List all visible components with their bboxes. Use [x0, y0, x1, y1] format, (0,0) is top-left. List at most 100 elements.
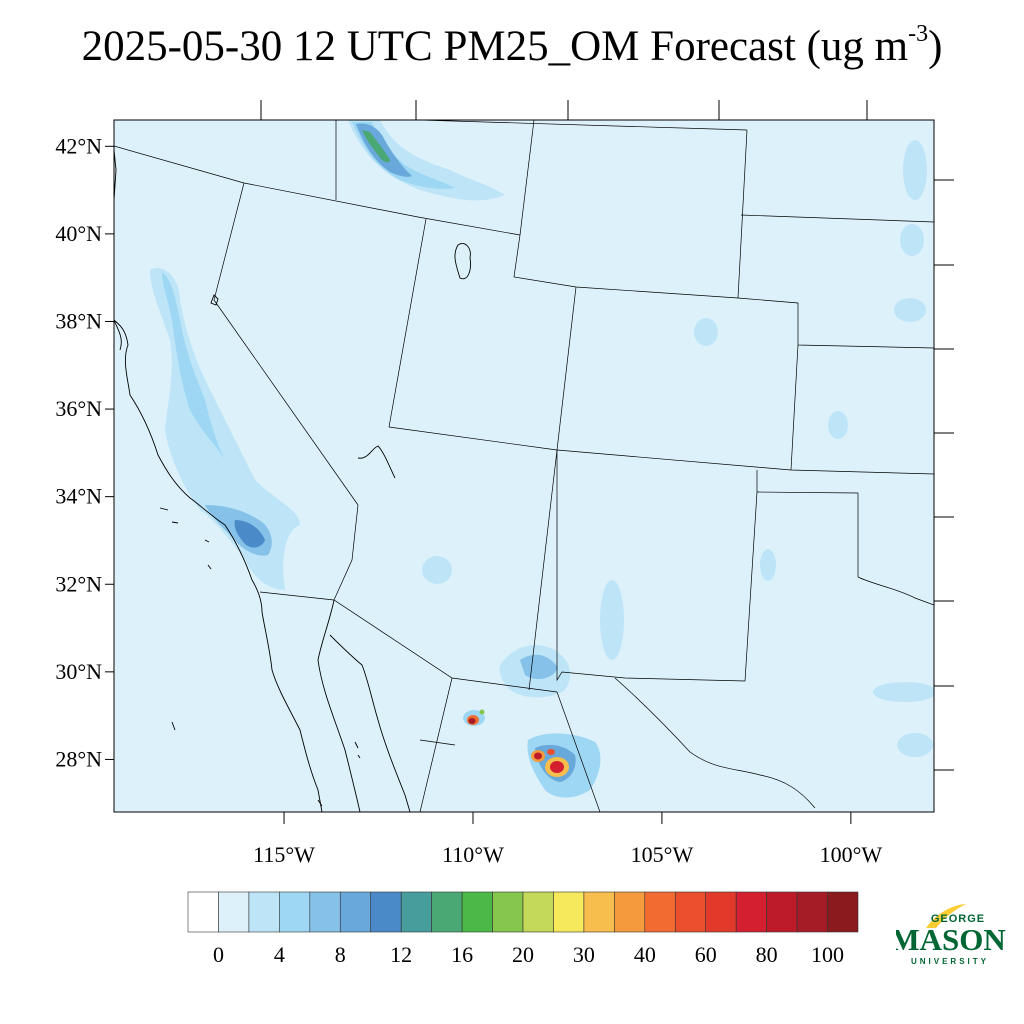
az-ca [333, 504, 359, 601]
patch-colorado [694, 318, 718, 346]
patch-texas [760, 549, 776, 581]
patch-gulf2 [897, 733, 933, 757]
colorbar-swatch-4 [309, 891, 341, 933]
logo-line3: UNIVERSITY [911, 957, 989, 966]
lat-label-38: 38°N [55, 308, 102, 333]
colorbar-label-100: 100 [811, 942, 844, 967]
patch-kansas [828, 411, 848, 439]
ne-co [737, 297, 934, 349]
lat-label-28: 28°N [55, 746, 102, 771]
wy-north [519, 120, 535, 236]
lat-label-40: 40°N [55, 221, 102, 246]
colorbar-label-12: 12 [390, 942, 412, 967]
gmu-logo: GEORGE MASON UNIVERSITY [896, 904, 1006, 966]
california-valley-mid [162, 272, 225, 460]
latitude-ticks: 42°N 40°N 38°N 36°N 34°N 32°N 30°N 28°N [55, 133, 954, 771]
colorbar-swatch-14 [614, 891, 646, 933]
logo-line2: MASON [896, 922, 1006, 957]
chihuahua-fire-hot3 [547, 749, 555, 755]
pacific-coast [114, 149, 323, 812]
ks-ok [556, 449, 934, 475]
sonora-fire-core [468, 718, 476, 724]
socal-core [234, 520, 265, 548]
colorbar-label-8: 8 [335, 942, 346, 967]
concentration-field [150, 120, 934, 798]
colorbar-label-80: 80 [756, 942, 778, 967]
idaho-plume-core [362, 130, 390, 163]
patch-az [422, 556, 452, 584]
chihuahua-fire-core2 [534, 752, 542, 760]
chihuahua-fire-core [550, 761, 564, 773]
lon-label-105: 105°W [631, 842, 694, 867]
colorbar-swatch-7 [400, 891, 432, 933]
patch-gulf [873, 682, 934, 702]
rio-grande [614, 677, 816, 809]
sf-bay [114, 319, 122, 351]
colorbar-swatch-13 [583, 891, 615, 933]
colorbar-swatch-9 [461, 891, 493, 933]
az-nm [528, 449, 558, 691]
patch-nm [600, 580, 624, 660]
patch-east [894, 298, 926, 322]
ut-wy [513, 234, 739, 299]
colorbar-swatch-0 [187, 891, 219, 933]
wy-east [737, 129, 748, 299]
state-boundaries [114, 120, 934, 812]
nm-tx [556, 450, 859, 682]
colorbar-swatch-17 [705, 891, 737, 933]
plot-frame [113, 119, 935, 813]
sd-ne [740, 214, 934, 223]
logo-line1: GEORGE [931, 913, 985, 925]
lat-label-36: 36°N [55, 396, 102, 421]
colorbar-swatch-1 [218, 891, 250, 933]
colorbar-swatch-15 [644, 891, 676, 933]
colorbar-swatch-19 [766, 891, 798, 933]
colorbar: 0 4 8 12 16 20 30 40 60 80 100 [187, 891, 859, 967]
idaho-plume-low [348, 120, 505, 201]
colorbar-label-30: 30 [573, 942, 595, 967]
mt-wy [419, 120, 748, 131]
sonora-coast [329, 634, 411, 812]
nv-ca [213, 182, 359, 506]
lat-label-34: 34°N [55, 484, 102, 509]
colorbar-swatch-6 [370, 891, 402, 933]
channel-islands [159, 507, 212, 570]
colorbar-swatch-10 [492, 891, 524, 933]
lon-label-115: 115°W [253, 842, 315, 867]
ks-east [790, 344, 799, 471]
lat-label-30: 30°N [55, 659, 102, 684]
plot-background [114, 120, 934, 812]
coastlines [114, 149, 471, 812]
island-cedros [171, 721, 176, 731]
colorbar-swatch-21 [827, 891, 859, 933]
az-nm-mid [520, 654, 558, 680]
colorbar-label-40: 40 [634, 942, 656, 967]
mexico-states [419, 677, 601, 812]
red-river [857, 576, 934, 606]
colorbar-swatch-11 [522, 891, 554, 933]
colorbar-label-60: 60 [695, 942, 717, 967]
colorbar-swatch-3 [279, 891, 311, 933]
longitude-ticks: 115°W 110°W 105°W 100°W [253, 100, 882, 867]
nv-north [114, 145, 521, 236]
lat-label-32: 32°N [55, 571, 102, 596]
patch-east2 [900, 224, 924, 256]
colorbar-swatch-2 [248, 891, 280, 933]
logo-swoosh [926, 904, 966, 928]
page-title: 2025-05-30 12 UTC PM25_OM Forecast (ug m… [81, 20, 943, 70]
us-mexico-west [259, 591, 558, 693]
colorbar-swatch-5 [339, 891, 372, 933]
lat-label-42: 42°N [55, 133, 102, 158]
colorbar-swatch-8 [431, 891, 463, 933]
colorbar-swatch-18 [735, 891, 767, 933]
california-valley-low [150, 268, 300, 590]
colorbar-label-4: 4 [274, 942, 285, 967]
colorbar-swatch-20 [796, 891, 828, 933]
colorbar-label-0: 0 [213, 942, 224, 967]
nv-ut [388, 218, 427, 428]
gulf-islands [317, 741, 361, 807]
sonora-fire-green [479, 709, 485, 715]
lake-tahoe [210, 294, 219, 306]
ut-south [388, 426, 558, 451]
